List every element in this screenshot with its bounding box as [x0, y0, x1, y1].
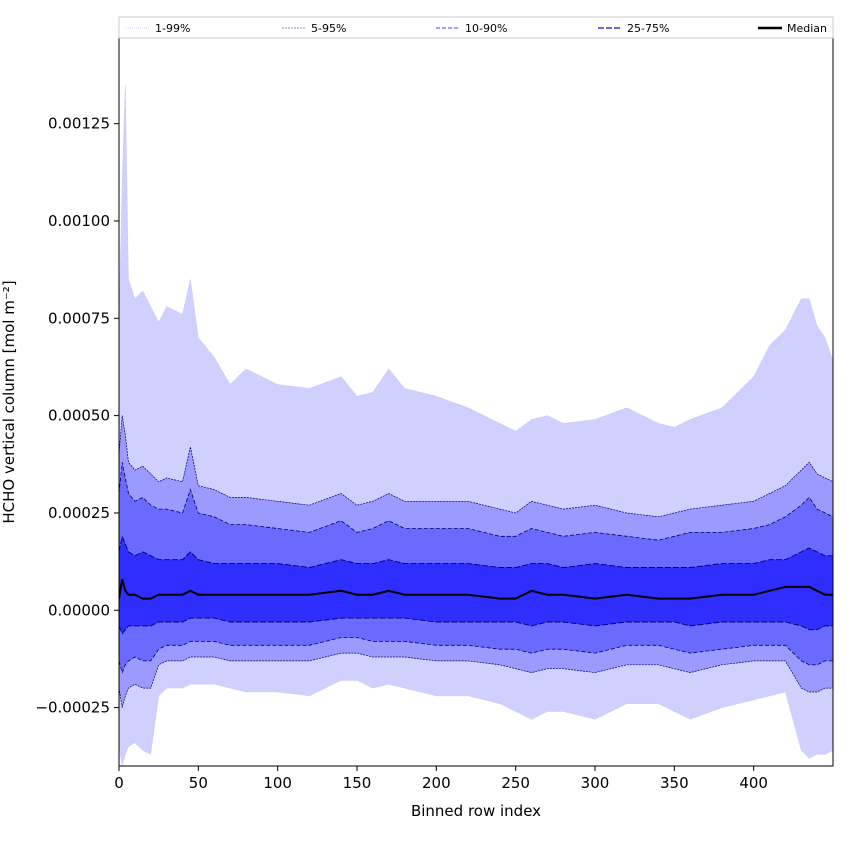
x-axis: 0 50 100 150 200 250 300 350 400: [114, 766, 768, 792]
y-tick-label: 0.00075: [48, 309, 110, 327]
band-5-95-upper-edge: [119, 415, 833, 518]
x-tick-label: 300: [581, 774, 610, 792]
band-1-99-upper-edge: [119, 84, 833, 432]
median-series: [119, 578, 833, 600]
legend-label: 25-75%: [627, 22, 669, 35]
band-1-99-lower-edge: [119, 680, 833, 766]
y-axis-label: HCHO vertical column [mol m⁻²]: [0, 280, 18, 523]
legend-label: 10-90%: [465, 22, 507, 35]
x-tick-label: 350: [660, 774, 689, 792]
x-tick-label: 250: [501, 774, 530, 792]
legend-label: Median: [787, 22, 827, 35]
y-tick-label: 0.00050: [48, 407, 110, 425]
band-25-75: [119, 536, 833, 634]
band-10-90-lower-edge: [119, 637, 833, 674]
band-25-75-upper-edge: [119, 534, 833, 568]
y-tick-label: −0.00025: [35, 699, 110, 717]
legend-box: [118, 16, 834, 39]
legend: 1-99% 5-95% 10-90% 25-75% Median: [118, 16, 834, 39]
y-tick-label: 0.00125: [48, 115, 110, 133]
x-tick-label: 50: [189, 774, 208, 792]
legend-label: 1-99%: [155, 22, 190, 35]
band-5-95-lower-edge: [119, 652, 833, 708]
y-axis: −0.00025 0.00000 0.00025 0.00050 0.00075 0.00…: [35, 115, 119, 717]
percentile-bands: [119, 84, 833, 766]
x-axis-label: Binned row index: [411, 802, 541, 820]
y-tick-label: 0.00025: [48, 504, 110, 522]
band-25-75-lower-edge: [119, 617, 833, 635]
median-line: [119, 578, 833, 600]
x-tick-label: 200: [422, 774, 451, 792]
x-tick-label: 400: [739, 774, 768, 792]
x-tick-label: 0: [114, 774, 124, 792]
x-tick-label: 100: [263, 774, 292, 792]
legend-label: 5-95%: [311, 22, 346, 35]
y-tick-label: 0.00000: [48, 601, 110, 619]
x-tick-label: 150: [343, 774, 372, 792]
y-tick-label: 0.00100: [48, 212, 110, 230]
band-10-90-upper-edge: [119, 462, 833, 541]
